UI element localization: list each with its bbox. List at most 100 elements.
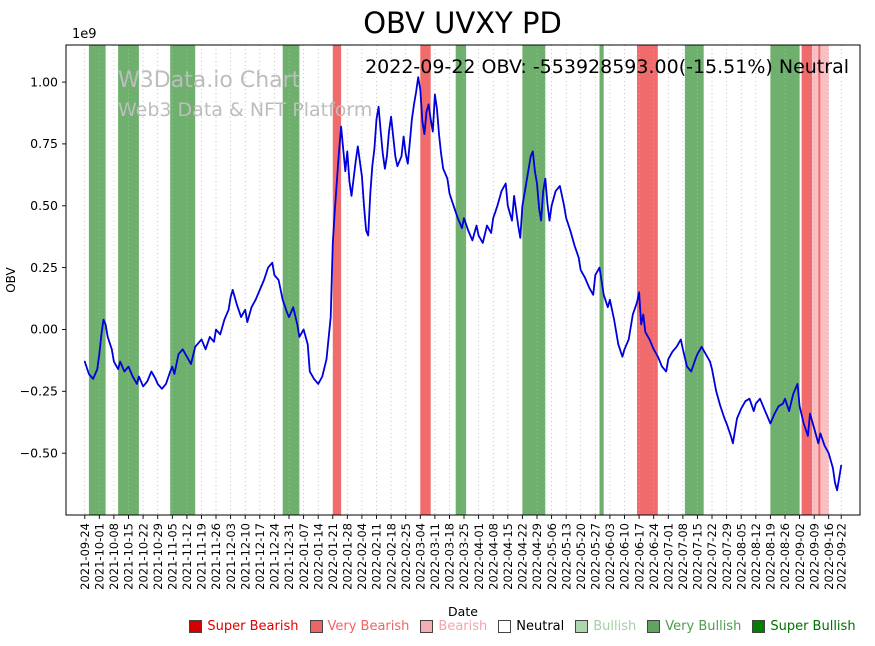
signal-band-very_bearish <box>801 45 812 515</box>
x-tick-label: 2022-07-08 <box>676 523 690 590</box>
x-tick-label: 2022-06-24 <box>647 523 661 590</box>
x-tick-label: 2022-02-18 <box>384 523 398 590</box>
legend-label: Super Bullish <box>770 619 856 634</box>
x-tick-label: 2022-08-19 <box>764 523 778 590</box>
signal-band-very_bullish <box>88 45 106 515</box>
y-tick-label: 0.75 <box>30 136 58 151</box>
y-tick-label: 0.25 <box>30 260 58 275</box>
y-tick-label: −0.50 <box>20 445 58 460</box>
x-tick-label: 2022-02-04 <box>355 523 369 590</box>
legend: Super Bearish Very Bearish Bearish Neutral B… <box>0 619 875 634</box>
x-tick-label: 2021-12-31 <box>282 523 296 590</box>
legend-item-super-bullish: Super Bullish <box>752 619 856 634</box>
x-tick-label: 2021-12-24 <box>268 523 282 590</box>
x-tick-label: 2022-02-25 <box>399 523 413 590</box>
signal-band-bearish <box>812 45 819 515</box>
x-tick-label: 2022-06-10 <box>618 523 632 590</box>
x-tick-label: 2022-01-14 <box>311 523 325 590</box>
watermark-line1: W3Data.io Chart <box>118 68 301 93</box>
x-tick-label: 2022-06-17 <box>632 523 646 590</box>
x-tick-label: 2022-01-21 <box>326 523 340 590</box>
legend-item-very-bullish: Very Bullish <box>647 619 741 634</box>
signal-band-very_bullish <box>770 45 800 515</box>
x-tick-label: 2021-11-19 <box>195 523 209 590</box>
x-tick-label: 2022-07-15 <box>691 523 705 590</box>
x-tick-label: 2022-03-18 <box>443 523 457 590</box>
y-tick-label: 0.50 <box>30 198 58 213</box>
legend-swatch <box>752 620 766 633</box>
signal-band-very_bearish <box>637 45 658 515</box>
legend-swatch <box>420 620 434 633</box>
x-tick-label: 2021-11-12 <box>180 523 194 590</box>
legend-swatch <box>189 620 203 633</box>
signal-band-very_bullish <box>455 45 467 515</box>
x-tick-label: 2022-04-29 <box>530 523 544 590</box>
x-tick-label: 2022-04-15 <box>501 523 515 590</box>
x-tick-label: 2021-11-05 <box>166 523 180 590</box>
signal-band-very_bullish <box>118 45 139 515</box>
legend-label: Neutral <box>516 619 565 634</box>
signal-band-very_bullish <box>282 45 300 515</box>
x-tick-label: 2022-08-05 <box>734 523 748 590</box>
x-tick-label: 2022-03-04 <box>414 523 428 590</box>
chart-title: OBV UVXY PD <box>363 6 562 40</box>
watermark: W3Data.io Chart Web3 Data & NFT Platform <box>118 68 372 121</box>
x-tick-label: 2021-09-24 <box>78 523 92 590</box>
x-tick-label: 2021-10-08 <box>107 523 121 590</box>
x-tick-label: 2022-05-13 <box>559 523 573 590</box>
x-tick-label: 2022-04-01 <box>472 523 486 590</box>
legend-swatch <box>647 620 661 633</box>
signal-band-very_bullish <box>522 45 546 515</box>
y-axis-offset-label: 1e9 <box>72 27 97 42</box>
x-tick-label: 2022-01-07 <box>297 523 311 590</box>
x-tick-label: 2021-10-15 <box>122 523 136 590</box>
signal-band-very_bearish <box>420 45 431 515</box>
signal-band-very_bullish <box>170 45 196 515</box>
signal-band-very_bearish <box>332 45 342 515</box>
x-tick-label: 2022-09-22 <box>834 523 848 590</box>
x-tick-label: 2021-10-29 <box>151 523 165 590</box>
signal-band-very_bearish <box>818 45 821 515</box>
legend-item-neutral: Neutral <box>498 619 564 634</box>
x-tick-label: 2022-04-08 <box>486 523 500 590</box>
signal-band-bearish <box>820 45 829 515</box>
y-tick-label: 0.00 <box>30 322 58 337</box>
x-tick-label: 2021-12-17 <box>253 523 267 590</box>
x-tick-label: 2021-11-26 <box>209 523 223 590</box>
legend-label: Bearish <box>438 619 488 634</box>
x-tick-label: 2022-09-09 <box>807 523 821 590</box>
signal-band-very_bullish <box>684 45 704 515</box>
y-tick-label: 1.00 <box>30 74 58 89</box>
current-obv-annotation: 2022-09-22 OBV: -553928593.00(-15.51%) N… <box>365 56 849 78</box>
legend-label: Very Bullish <box>665 619 742 634</box>
x-tick-label: 2022-02-11 <box>370 523 384 590</box>
legend-swatch <box>498 620 512 633</box>
x-tick-label: 2022-03-11 <box>428 523 442 590</box>
legend-label: Bullish <box>593 619 637 634</box>
x-tick-label: 2022-08-12 <box>749 523 763 590</box>
legend-label: Very Bearish <box>327 619 410 634</box>
plot-frame <box>65 44 861 516</box>
x-tick-label: 2022-07-01 <box>662 523 676 590</box>
x-tick-label: 2021-12-10 <box>238 523 252 590</box>
x-tick-label: 2022-03-25 <box>457 523 471 590</box>
obv-line <box>83 76 843 492</box>
x-tick-label: 2022-06-03 <box>603 523 617 590</box>
legend-item-bullish: Bullish <box>575 619 636 634</box>
legend-item-bearish: Bearish <box>420 619 487 634</box>
x-tick-label: 2022-04-22 <box>516 523 530 590</box>
watermark-line2: Web3 Data & NFT Platform <box>118 99 373 121</box>
x-tick-label: 2022-09-16 <box>822 523 836 590</box>
x-tick-label: 2022-08-26 <box>778 523 792 590</box>
legend-item-super-bearish: Super Bearish <box>189 619 299 634</box>
x-tick-label: 2021-10-01 <box>93 523 107 590</box>
x-tick-label: 2022-09-02 <box>793 523 807 590</box>
x-tick-label: 2022-07-29 <box>720 523 734 590</box>
y-tick-label: −0.25 <box>20 384 58 399</box>
x-tick-label: 2022-01-28 <box>341 523 355 590</box>
legend-label: Super Bearish <box>207 619 299 634</box>
legend-swatch <box>309 620 323 633</box>
x-axis-label: Date <box>448 604 478 619</box>
